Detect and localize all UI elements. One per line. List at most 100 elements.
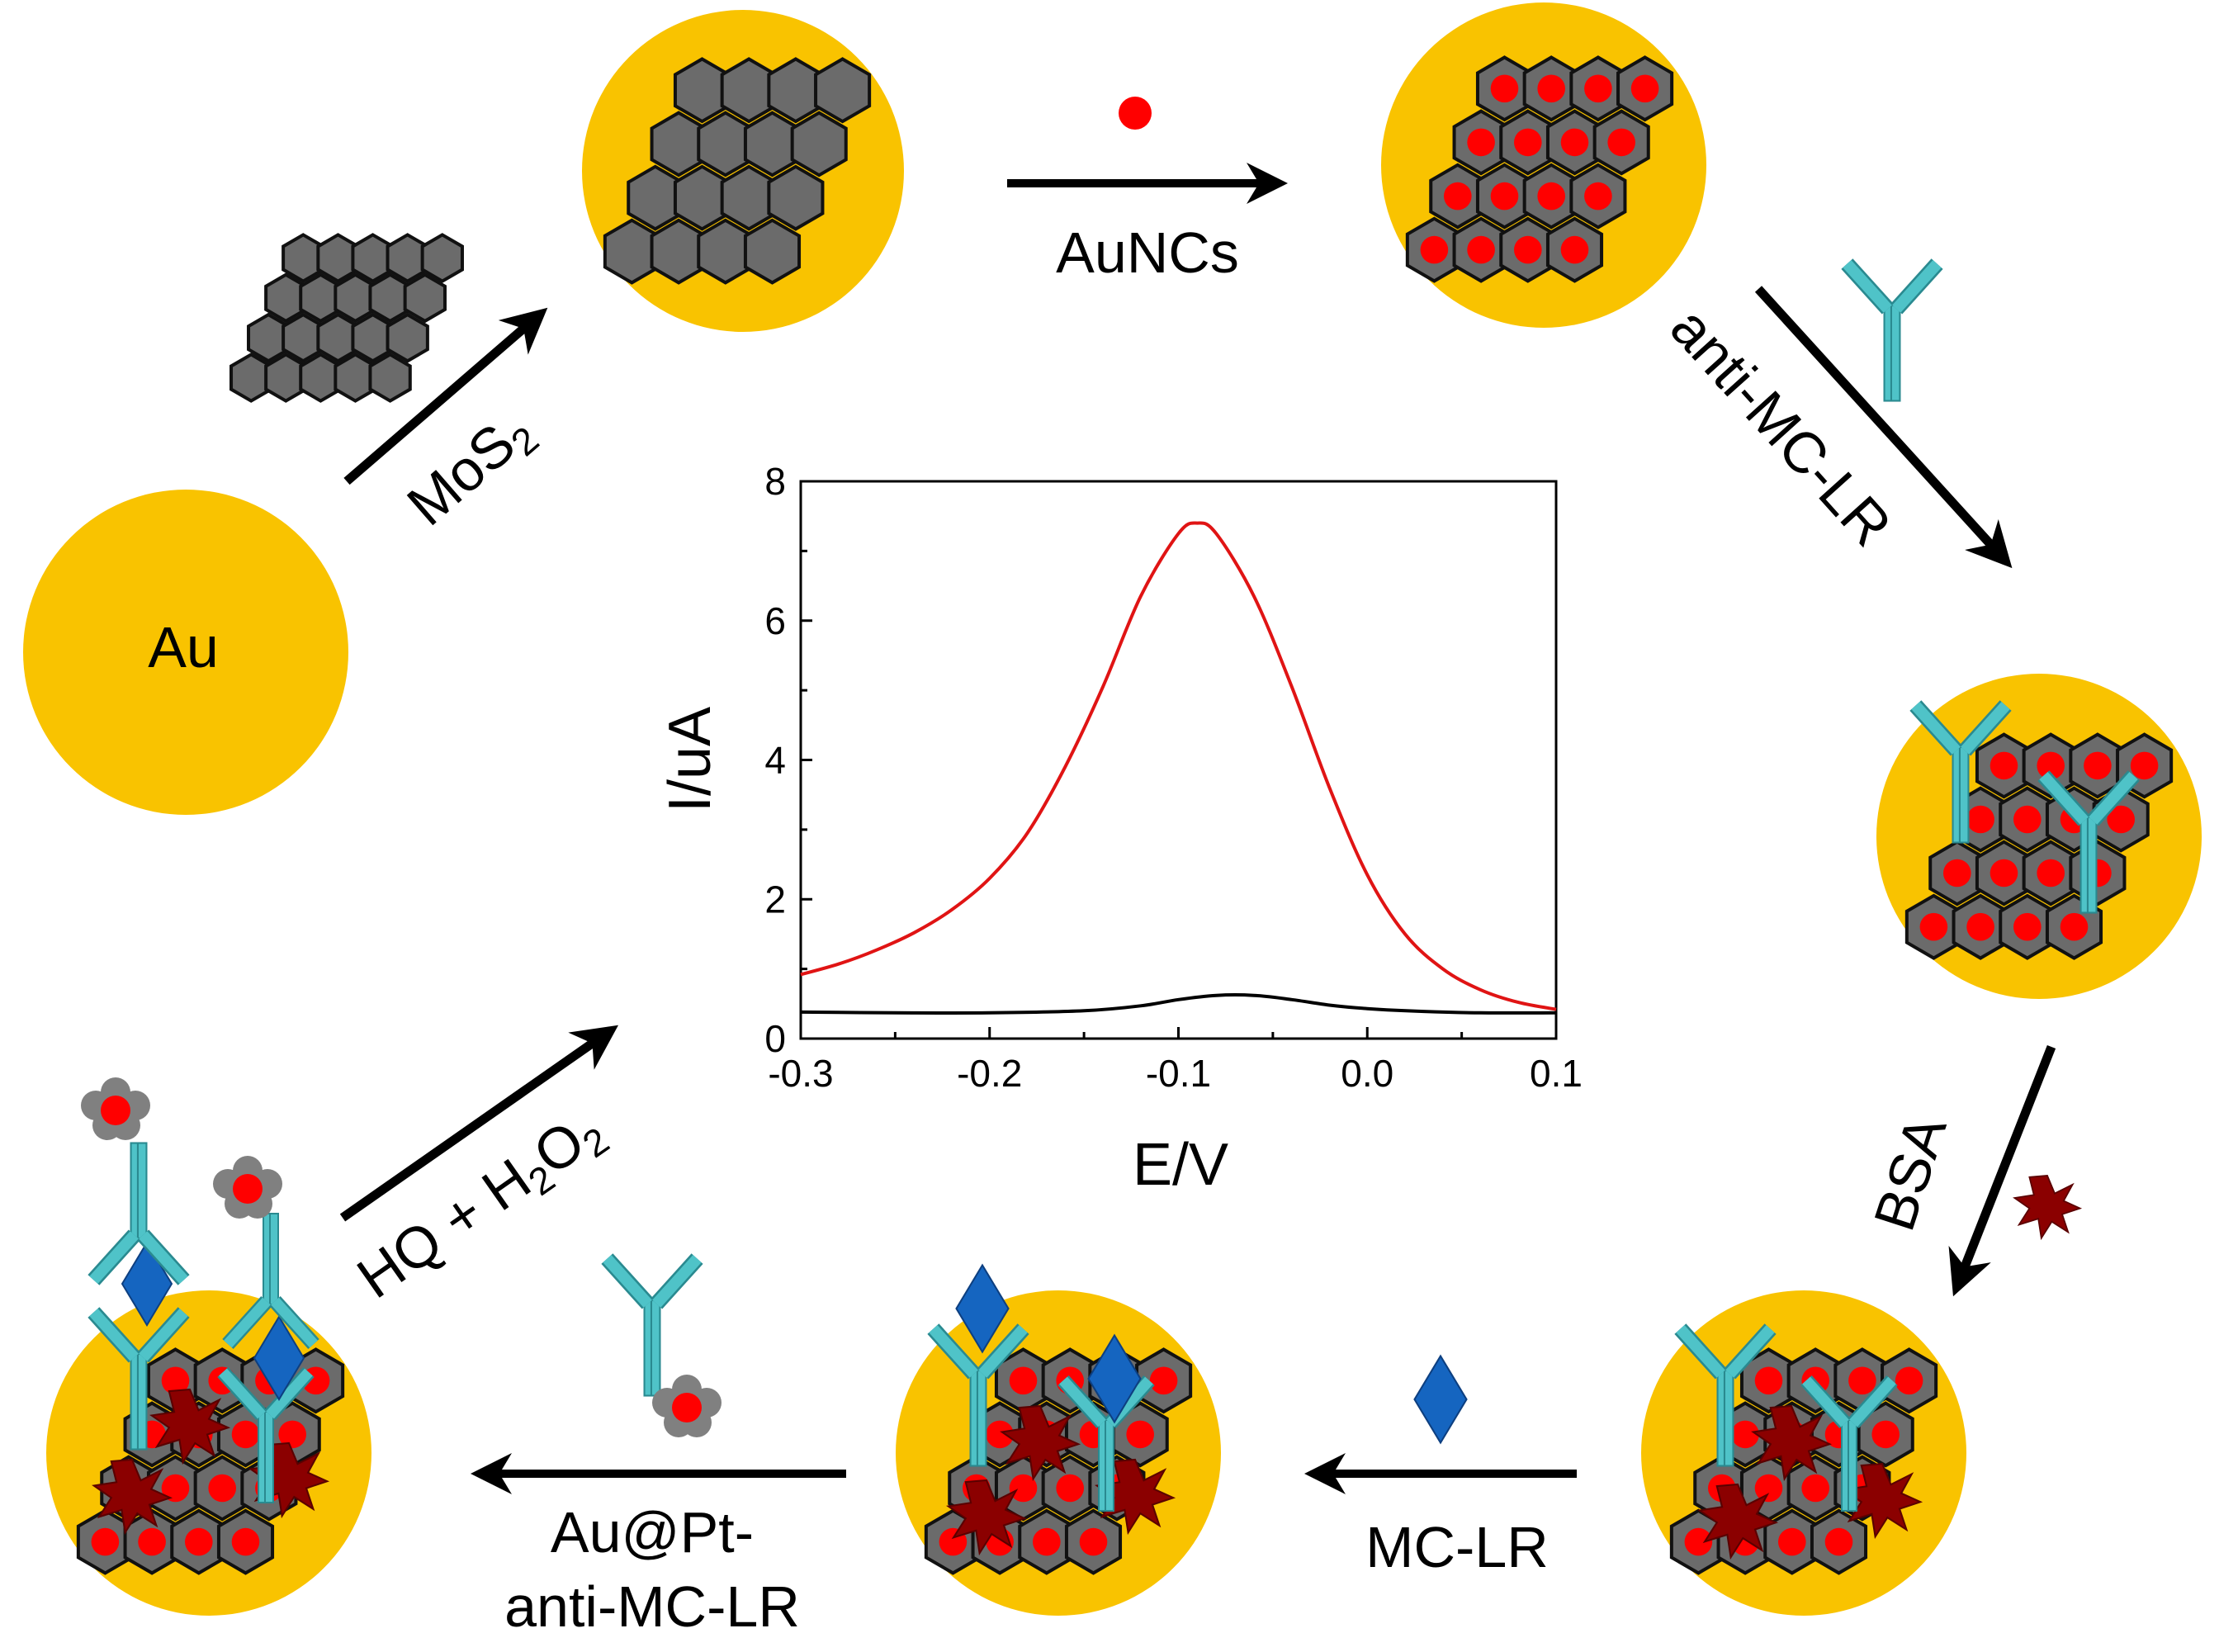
aunc-dot <box>1731 1420 1759 1449</box>
aunc-dot <box>278 1420 307 1449</box>
aunc-dot <box>1056 1474 1084 1503</box>
mc-lr-label: MC-LR <box>1365 1515 1549 1579</box>
aunc-dot <box>208 1474 236 1503</box>
aunc-dot <box>2130 751 2159 780</box>
aunc-dot <box>1966 912 1994 941</box>
anti-mc-lr-label: anti-MC-LR <box>1658 296 1904 558</box>
mos2-hexagon <box>743 218 802 285</box>
mos2-hexagon <box>767 164 825 231</box>
auncs-label: AuNCs <box>1056 220 1239 285</box>
electrode-antibody <box>1876 674 2202 999</box>
aunc-dot <box>2107 805 2135 834</box>
aunc-dot <box>2084 751 2112 780</box>
electrode-mc-lr <box>896 1264 1221 1616</box>
y-axis-label: I/uA <box>657 707 723 812</box>
aunc-dot <box>1467 235 1495 264</box>
au-pt-nanoparticle-icon <box>652 1375 722 1437</box>
electrode-mos2 <box>582 10 904 332</box>
aunc-dot <box>1801 1474 1829 1503</box>
aunc-dot <box>1537 74 1565 103</box>
mc-lr-diamond-icon <box>1413 1355 1468 1444</box>
au-pt-nanoparticle-icon <box>213 1156 282 1219</box>
aunc-dot <box>1895 1366 1923 1395</box>
x-tick-label: -0.3 <box>768 1052 833 1095</box>
arrow-anti-mc-lr <box>1754 286 2013 569</box>
step-hq-h2o2: HQ + H2O2 <box>339 1025 619 1315</box>
mos2-hexagon <box>403 272 447 324</box>
mos2-aunc-layer <box>1904 732 2174 960</box>
aunc-dot <box>1684 1527 1713 1556</box>
aunc-dot <box>1778 1527 1806 1556</box>
aunc-dot <box>91 1527 120 1556</box>
aunc-dot <box>1420 235 1449 264</box>
gold-electrode <box>23 490 348 815</box>
chart-series <box>800 521 1557 1015</box>
aunc-dot-icon <box>1119 97 1152 130</box>
aunc-dot <box>1444 182 1472 211</box>
aunc-dot <box>1584 74 1612 103</box>
aunc-dot <box>2037 751 2065 780</box>
aunc-dot <box>1584 182 1612 211</box>
aunc-dot <box>2037 859 2065 888</box>
aunc-dot <box>1467 128 1495 157</box>
aunc-dot <box>1009 1366 1038 1395</box>
aunc-dot <box>1630 74 1659 103</box>
aunc-dot <box>161 1474 190 1503</box>
aunc-dot <box>1514 128 1542 157</box>
chart-ticks: -0.3 -0.2 -0.1 0.0 0.1 0 2 4 6 8 <box>764 460 1583 1095</box>
mos2-layer <box>603 57 872 285</box>
aunc-dot <box>161 1366 190 1395</box>
y-tick-label: 8 <box>764 460 786 503</box>
aunc-dot <box>1943 859 1971 888</box>
aunc-dot <box>1033 1527 1061 1556</box>
aunc-dot <box>1754 1474 1783 1503</box>
arrow-hq-h2o2 <box>339 1025 619 1222</box>
aunc-dot <box>1514 235 1542 264</box>
aunc-dot <box>2013 912 2042 941</box>
series-red-curve <box>800 521 1557 1011</box>
step-mc-lr: MC-LR <box>1304 1355 1577 1579</box>
au-pt-nanoparticle-icon <box>81 1077 150 1140</box>
mos2-hexagon <box>386 312 429 363</box>
step-anti-mc-lr: anti-MC-LR <box>1658 264 2013 569</box>
step-aupt-anti-mc-lr: Au@Pt- anti-MC-LR <box>471 1259 846 1639</box>
y-tick-label: 4 <box>764 739 786 782</box>
aunc-dot <box>1990 859 2018 888</box>
aunc-dot <box>1607 128 1635 157</box>
hq-h2o2-label: HQ + H2O2 <box>346 1096 617 1315</box>
aunc-dot <box>1848 1366 1876 1395</box>
mos2-hexagon <box>420 233 464 283</box>
aunc-dot <box>185 1527 213 1556</box>
aunc-dot <box>1990 751 2018 780</box>
aunc-dot <box>1560 128 1589 157</box>
electrode-auncs <box>1381 2 1706 328</box>
mos2-sheet-icon <box>229 233 464 403</box>
x-tick-label: 0.1 <box>1530 1052 1583 1095</box>
aunc-dot <box>2060 912 2089 941</box>
au-label: Au <box>148 615 219 679</box>
mos2-hexagon <box>790 111 848 178</box>
aunc-dot <box>1537 182 1565 211</box>
aunc-dot <box>1490 182 1519 211</box>
aunc-dot <box>1919 912 1948 941</box>
aunc-dot <box>2013 805 2042 834</box>
aunc-dot <box>1149 1366 1178 1395</box>
aunc-dot <box>1824 1527 1853 1556</box>
step-bsa: BSA <box>1862 1044 2081 1297</box>
bsa-label: BSA <box>1862 1108 1959 1238</box>
aunc-dot <box>986 1420 1014 1449</box>
arrow-bsa <box>1948 1044 2056 1297</box>
x-tick-label: 0.0 <box>1341 1052 1393 1095</box>
x-tick-label: -0.1 <box>1146 1052 1211 1095</box>
antibody-icon <box>1847 264 1937 401</box>
aupt-label-line1: Au@Pt- <box>551 1500 754 1564</box>
aunc-dot <box>1560 235 1589 264</box>
electrode-bsa <box>1641 1290 1966 1616</box>
mos2-hexagon <box>368 353 412 403</box>
aunc-dot <box>1490 74 1519 103</box>
bsa-star-icon <box>2013 1175 2081 1239</box>
y-tick-label: 2 <box>764 878 786 921</box>
mos2-hexagon <box>814 57 872 124</box>
step-auncs: AuNCs <box>1007 97 1288 285</box>
aunc-dot <box>1754 1366 1783 1395</box>
